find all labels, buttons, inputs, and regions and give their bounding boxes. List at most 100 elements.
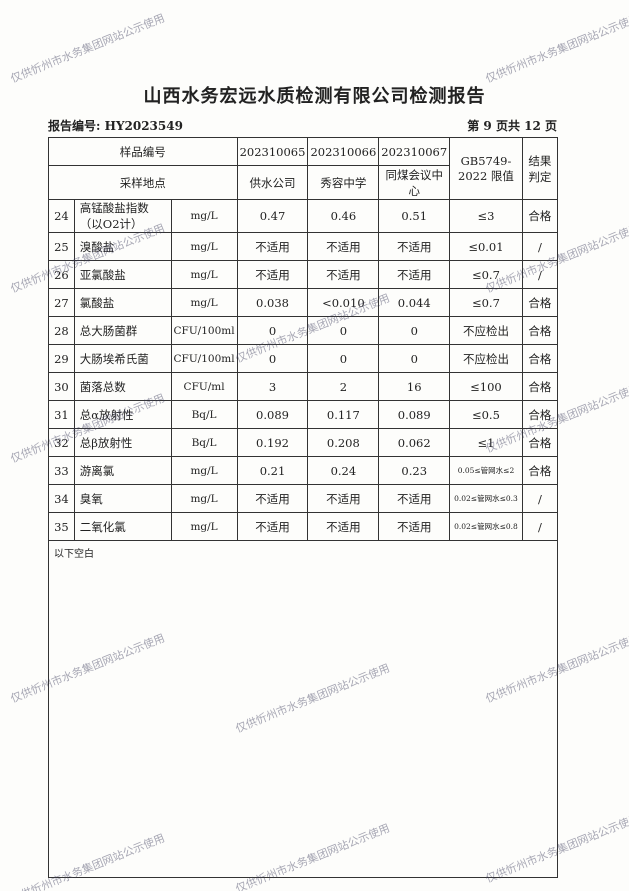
location: 供水公司 xyxy=(236,165,309,200)
limit-header: GB5749-2022 限值 xyxy=(449,137,523,200)
result: / xyxy=(521,260,559,289)
row-number: 26 xyxy=(48,260,75,289)
result: / xyxy=(521,512,559,541)
unit: mg/L xyxy=(170,232,238,261)
result: / xyxy=(521,232,559,261)
table-row: 24 高锰酸盐指数（以O2计） mg/L 0.47 0.46 0.51 ≤3 合格 xyxy=(48,199,559,233)
value: 不适用 xyxy=(378,484,451,513)
unit: mg/L xyxy=(170,484,238,513)
result-header: 结果判定 xyxy=(521,137,559,200)
report-number: 报告编号: HY2023549 xyxy=(48,119,183,133)
value: 0.208 xyxy=(307,428,380,457)
row-number: 33 xyxy=(48,456,75,485)
result: 合格 xyxy=(521,456,559,485)
unit: CFU/100ml xyxy=(170,316,238,345)
unit: CFU/ml xyxy=(170,372,238,401)
row-number: 34 xyxy=(48,484,75,513)
value: 3 xyxy=(236,372,309,401)
value: 不适用 xyxy=(307,232,380,261)
page-number: 第 9 页共 12 页 xyxy=(467,119,557,133)
result: 合格 xyxy=(521,199,559,233)
value: 0.117 xyxy=(307,400,380,429)
value: 不适用 xyxy=(307,484,380,513)
value: 0 xyxy=(236,316,309,345)
value: 0.21 xyxy=(236,456,309,485)
table-row: 28 总大肠菌群 CFU/100ml 0 0 0 不应检出 合格 xyxy=(48,316,559,345)
value: 0 xyxy=(378,344,451,373)
item-name: 亚氯酸盐 xyxy=(73,260,172,289)
row-number: 32 xyxy=(48,428,75,457)
limit: ≤1 xyxy=(449,428,523,457)
limit: 不应检出 xyxy=(449,316,523,345)
unit: mg/L xyxy=(170,456,238,485)
table-row: 32 总β放射性 Bq/L 0.192 0.208 0.062 ≤1 合格 xyxy=(48,428,559,457)
limit: ≤3 xyxy=(449,199,523,233)
table-row: 33 游离氯 mg/L 0.21 0.24 0.23 0.05≤管网水≤2 合格 xyxy=(48,456,559,485)
value: 不适用 xyxy=(378,260,451,289)
value: 不适用 xyxy=(236,232,309,261)
row-number: 27 xyxy=(48,288,75,317)
result: 合格 xyxy=(521,288,559,317)
limit: ≤0.7 xyxy=(449,288,523,317)
table-row: 26 亚氯酸盐 mg/L 不适用 不适用 不适用 ≤0.7/ xyxy=(48,260,559,289)
result: / xyxy=(521,484,559,513)
limit: ≤100 xyxy=(449,372,523,401)
row-number: 28 xyxy=(48,316,75,345)
limit: 不应检出 xyxy=(449,344,523,373)
table-row: 27 氯酸盐 mg/L 0.038 <0.010 0.044 ≤0.7 合格 xyxy=(48,288,559,317)
limit: 0.02≤管网水≤0.8 xyxy=(449,512,523,541)
sample-no: 202310067 xyxy=(378,137,451,166)
value: 0.062 xyxy=(378,428,451,457)
table-row: 31 总α放射性 Bq/L 0.089 0.117 0.089 ≤0.5 合格 xyxy=(48,400,559,429)
value: 不适用 xyxy=(236,484,309,513)
item-name: 游离氯 xyxy=(73,456,172,485)
report-title: 山西水务宏远水质检测有限公司检测报告 xyxy=(143,86,486,107)
value: 不适用 xyxy=(378,232,451,261)
watermark: 仅供忻州市水务集团网站公示使用 xyxy=(8,11,167,86)
unit: mg/L xyxy=(170,260,238,289)
value: 2 xyxy=(307,372,380,401)
unit: mg/L xyxy=(170,199,238,233)
header-row-sample: 样品编号 202310065 202310066 202310067 GB574… xyxy=(48,137,559,200)
row-number: 35 xyxy=(48,512,75,541)
value: 0 xyxy=(236,344,309,373)
limit: 0.05≤管网水≤2 xyxy=(449,456,523,485)
value: 不适用 xyxy=(236,512,309,541)
row-number: 30 xyxy=(48,372,75,401)
result: 合格 xyxy=(521,400,559,429)
item-name: 高锰酸盐指数（以O2计） xyxy=(73,199,172,233)
table-row: 35 二氧化氯 mg/L 不适用 不适用 不适用 0.02≤管网水≤0.8/ xyxy=(48,512,559,541)
table-row: 29 大肠埃希氏菌 CFU/100ml 0 0 0 不应检出 合格 xyxy=(48,344,559,373)
unit: CFU/100ml xyxy=(170,344,238,373)
watermark: 仅供忻州市水务集团网站公示使用 xyxy=(483,11,629,86)
result: 合格 xyxy=(521,316,559,345)
header-row-location: 采样地点 供水公司 秀容中学 同煤会议中心 xyxy=(48,165,558,200)
value: <0.010 xyxy=(307,288,380,317)
sample-no-label: 样品编号 xyxy=(48,137,238,166)
value: 0.089 xyxy=(378,400,451,429)
value: 0.038 xyxy=(236,288,309,317)
item-name: 菌落总数 xyxy=(73,372,172,401)
value: 0 xyxy=(307,344,380,373)
value: 0.51 xyxy=(378,199,451,233)
sample-no: 202310065 xyxy=(236,137,309,166)
value: 0.089 xyxy=(236,400,309,429)
location-label: 采样地点 xyxy=(48,165,238,200)
value: 0.23 xyxy=(378,456,451,485)
unit: Bq/L xyxy=(170,428,238,457)
limit: ≤0.01 xyxy=(449,232,523,261)
table-row: 25 溴酸盐 mg/L 不适用 不适用 不适用 ≤0.01/ xyxy=(48,232,559,261)
item-name: 总大肠菌群 xyxy=(73,316,172,345)
row-number: 31 xyxy=(48,400,75,429)
value: 0.044 xyxy=(378,288,451,317)
value: 不适用 xyxy=(236,260,309,289)
value: 0.47 xyxy=(236,199,309,233)
item-name: 溴酸盐 xyxy=(73,232,172,261)
value: 0.24 xyxy=(307,456,380,485)
result: 合格 xyxy=(521,344,559,373)
item-name: 总α放射性 xyxy=(73,400,172,429)
item-name: 总β放射性 xyxy=(73,428,172,457)
value: 16 xyxy=(378,372,451,401)
value: 0 xyxy=(378,316,451,345)
location: 同煤会议中心 xyxy=(378,165,451,200)
